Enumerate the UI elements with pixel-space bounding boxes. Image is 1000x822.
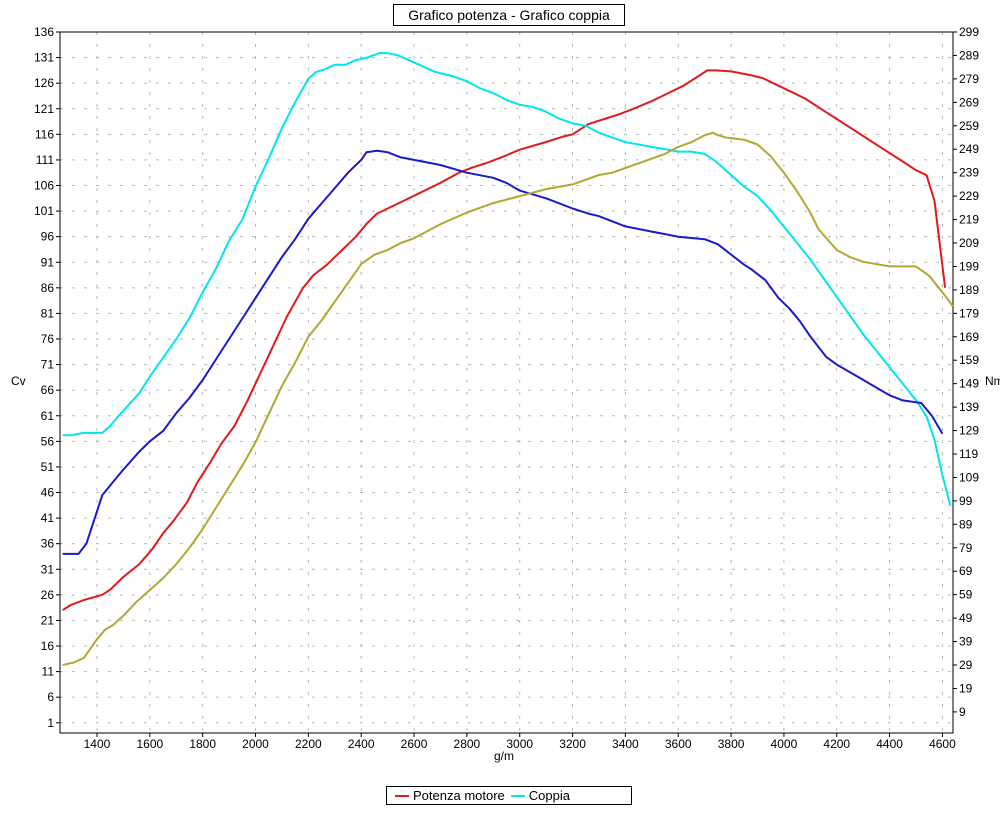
y-right-tick-label: 259 — [959, 119, 979, 133]
x-tick-label: 2000 — [242, 737, 269, 751]
y-right-tick-label: 279 — [959, 72, 979, 86]
y-right-tick-label: 189 — [959, 283, 979, 297]
y-right-tick-label: 159 — [959, 353, 979, 367]
y-left-tick-label: 21 — [41, 613, 55, 627]
chart-title: Grafico potenza - Grafico coppia — [393, 4, 625, 26]
series-layer — [62, 52, 954, 666]
y-left-tick-label: 36 — [41, 537, 55, 551]
y-left-tick-label: 106 — [34, 179, 54, 193]
x-tick-label: 3800 — [718, 737, 745, 751]
y-left-tick-label: 1 — [47, 716, 54, 730]
y-right-tick-label: 229 — [959, 189, 979, 203]
y-right-tick-label: 299 — [959, 25, 979, 39]
y-axis-left-label: Cv — [11, 374, 26, 388]
y-right-tick-label: 29 — [959, 658, 973, 672]
y-right-tick-label: 139 — [959, 400, 979, 414]
y-left-tick-label: 121 — [34, 102, 54, 116]
y-right-tick-label: 179 — [959, 306, 979, 320]
x-tick-label: 2800 — [454, 737, 481, 751]
y-right-tick-label: 39 — [959, 635, 973, 649]
x-tick-label: 4600 — [929, 737, 956, 751]
x-tick-label: 3400 — [612, 737, 639, 751]
y-left-tick-label: 51 — [41, 460, 55, 474]
y-right-tick-label: 209 — [959, 236, 979, 250]
x-tick-label: 1600 — [136, 737, 163, 751]
y-right-tick-label: 89 — [959, 517, 973, 531]
series-line-2 — [62, 149, 944, 555]
y-left-tick-label: 16 — [41, 639, 55, 653]
y-left-tick-label: 56 — [41, 434, 55, 448]
x-tick-label: 2400 — [348, 737, 375, 751]
y-left-tick-label: 91 — [41, 255, 55, 269]
x-tick-label: 2600 — [401, 737, 428, 751]
y-left-tick-label: 11 — [42, 665, 55, 679]
y-right-tick-label: 249 — [959, 142, 979, 156]
y-right-tick-label: 119 — [959, 447, 978, 461]
x-tick-label: 3000 — [506, 737, 533, 751]
y-right-tick-label: 9 — [959, 705, 966, 719]
y-left-tick-label: 66 — [41, 383, 55, 397]
legend-swatch-red — [395, 794, 409, 797]
x-tick-label: 4200 — [823, 737, 850, 751]
y-left-tick-label: 126 — [34, 76, 54, 90]
series-line-3 — [62, 131, 954, 666]
y-left-tick-label: 41 — [41, 511, 55, 525]
y-right-tick-label: 79 — [959, 541, 973, 555]
x-tick-label: 4400 — [876, 737, 903, 751]
y-axis-left: 1361311261211161111061019691868176716661… — [34, 25, 60, 730]
y-right-tick-label: 199 — [959, 259, 979, 273]
x-tick-label: 4000 — [771, 737, 798, 751]
y-right-tick-label: 269 — [959, 95, 979, 109]
y-left-tick-label: 131 — [34, 51, 54, 65]
y-left-tick-label: 46 — [41, 486, 55, 500]
y-right-tick-label: 149 — [959, 377, 979, 391]
y-left-tick-label: 96 — [41, 230, 55, 244]
y-left-tick-label: 86 — [41, 281, 55, 295]
y-right-tick-label: 69 — [959, 564, 973, 578]
y-right-tick-label: 169 — [959, 330, 979, 344]
legend-label-coppia: Coppia — [528, 788, 570, 803]
y-left-tick-label: 6 — [47, 690, 54, 704]
legend-item-coppia: Coppia — [510, 788, 570, 803]
y-left-tick-label: 76 — [41, 332, 55, 346]
plot-area — [59, 31, 954, 734]
x-axis-label: g/m — [494, 749, 515, 763]
x-tick-label: 1800 — [189, 737, 216, 751]
y-left-tick-label: 71 — [41, 358, 55, 372]
x-tick-label: 3600 — [665, 737, 692, 751]
legend-item-potenza: Potenza motore — [395, 788, 505, 803]
y-right-tick-label: 109 — [959, 470, 979, 484]
legend-label-potenza: Potenza motore — [413, 788, 505, 803]
y-left-tick-label: 61 — [41, 409, 55, 423]
grid — [60, 31, 953, 733]
y-right-tick-label: 99 — [959, 494, 973, 508]
y-left-tick-label: 111 — [36, 153, 55, 167]
y-left-tick-label: 116 — [35, 127, 54, 141]
y-left-tick-label: 31 — [41, 562, 55, 576]
x-tick-label: 1400 — [84, 737, 111, 751]
legend-swatch-cyan — [510, 794, 525, 797]
series-line-1 — [62, 52, 952, 506]
y-right-tick-label: 289 — [959, 48, 979, 62]
y-left-tick-label: 101 — [34, 204, 54, 218]
y-axis-right: 2992892792692592492392292192091991891791… — [953, 25, 979, 719]
series-line-0 — [62, 69, 947, 612]
y-right-tick-label: 219 — [959, 213, 979, 227]
y-right-tick-label: 59 — [959, 588, 973, 602]
legend: Potenza motore Coppia — [386, 786, 632, 805]
y-right-tick-label: 49 — [959, 611, 973, 625]
y-left-tick-label: 81 — [41, 306, 55, 320]
y-right-tick-label: 19 — [959, 681, 973, 695]
y-left-tick-label: 26 — [41, 588, 55, 602]
x-tick-label: 2200 — [295, 737, 322, 751]
y-axis-right-label: Nm — [985, 374, 1000, 388]
y-right-tick-label: 129 — [959, 424, 979, 438]
x-axis: 1400 1600 1800 2000 2200 2400 2600 2800 3000 3200… — [84, 733, 956, 751]
x-tick-label: 3200 — [559, 737, 586, 751]
y-right-tick-label: 239 — [959, 166, 979, 180]
y-left-tick-label: 136 — [34, 25, 54, 39]
